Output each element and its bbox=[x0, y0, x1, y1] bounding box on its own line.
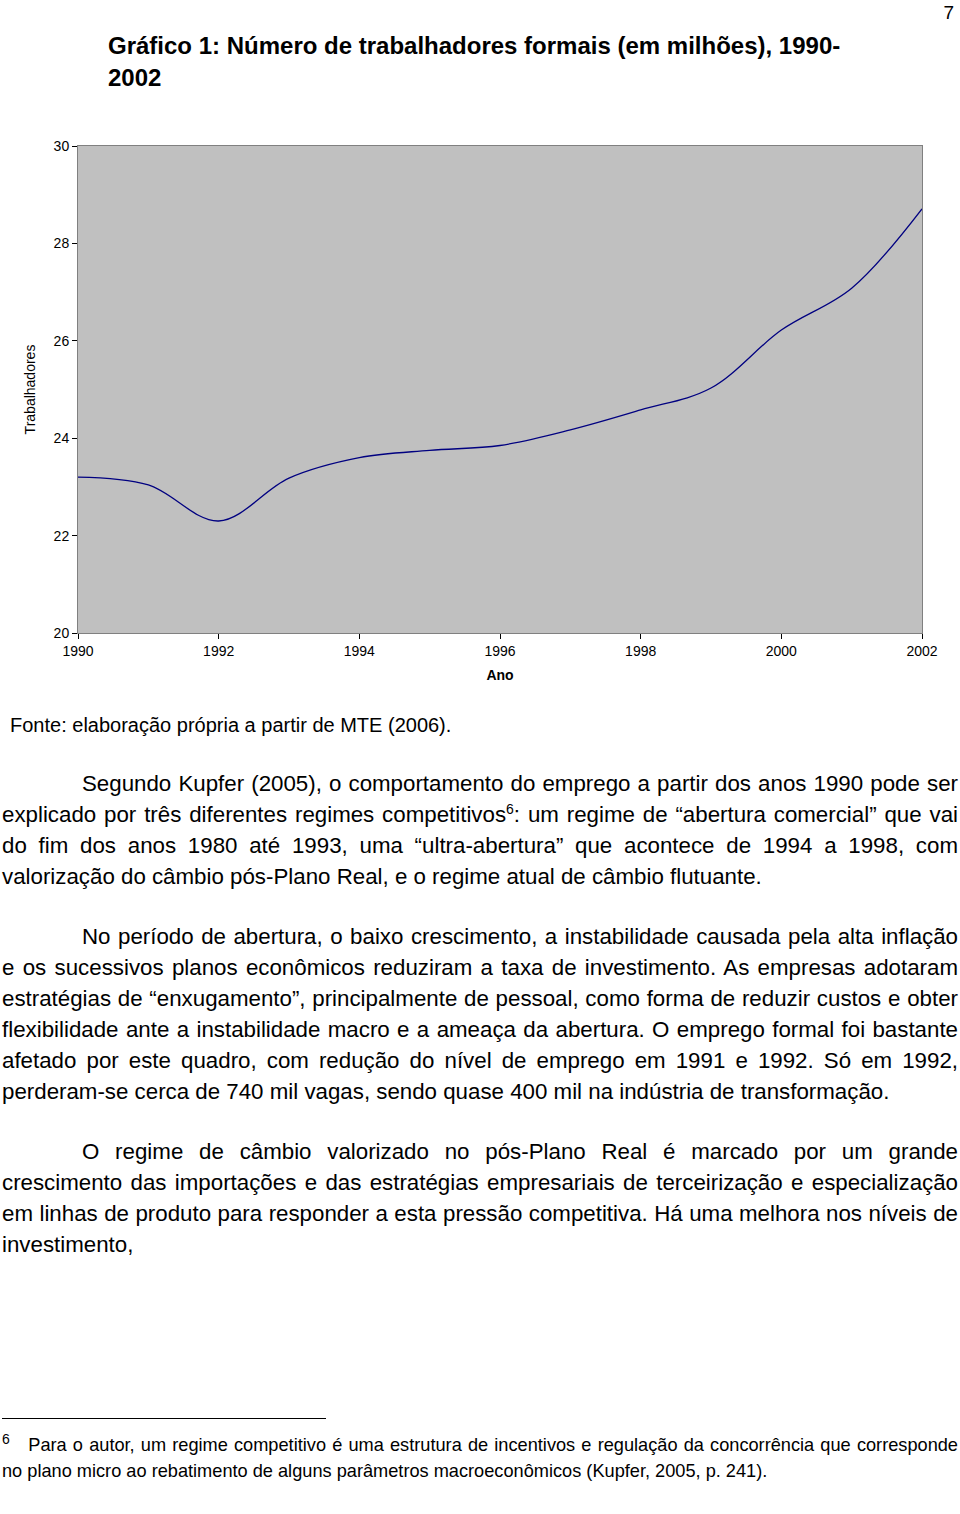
svg-text:1992: 1992 bbox=[203, 643, 234, 659]
html-text:Fonte: elaboração própria a pa: Fonte: elaboração própria a partir de MT… bbox=[10, 714, 452, 736]
svg-text:1998: 1998 bbox=[625, 643, 656, 659]
svg-text:Trabalhadores: Trabalhadores bbox=[22, 345, 38, 435]
html-text:6Para o autor, um regime compe: 6Para o autor, um regime competitivo é u… bbox=[2, 1430, 958, 1481]
svg-text:Ano: Ano bbox=[486, 667, 513, 683]
html-text:No período de abertura, o baix: No período de abertura, o baixo crescime… bbox=[2, 924, 958, 1104]
svg-text:1990: 1990 bbox=[62, 643, 93, 659]
svg-text:22: 22 bbox=[54, 528, 70, 544]
svg-text:2000: 2000 bbox=[766, 643, 797, 659]
html-text:7: 7 bbox=[943, 2, 954, 23]
svg-text:20: 20 bbox=[54, 625, 70, 641]
html-text:Gráfico 1: Número de trabalhad: Gráfico 1: Número de trabalhadores forma… bbox=[108, 32, 841, 91]
svg-text:30: 30 bbox=[54, 138, 70, 154]
svg-text:2002: 2002 bbox=[906, 643, 937, 659]
html-text:Segundo Kupfer (2005), o compo: Segundo Kupfer (2005), o comportamento d… bbox=[2, 771, 958, 889]
svg-text:1996: 1996 bbox=[484, 643, 515, 659]
svg-text:1994: 1994 bbox=[344, 643, 375, 659]
svg-text:28: 28 bbox=[54, 235, 70, 251]
html-text:O regime de câmbio valorizado: O regime de câmbio valorizado no pós-Pla… bbox=[2, 1139, 958, 1257]
svg-text:26: 26 bbox=[54, 333, 70, 349]
svg-text:24: 24 bbox=[54, 430, 70, 446]
